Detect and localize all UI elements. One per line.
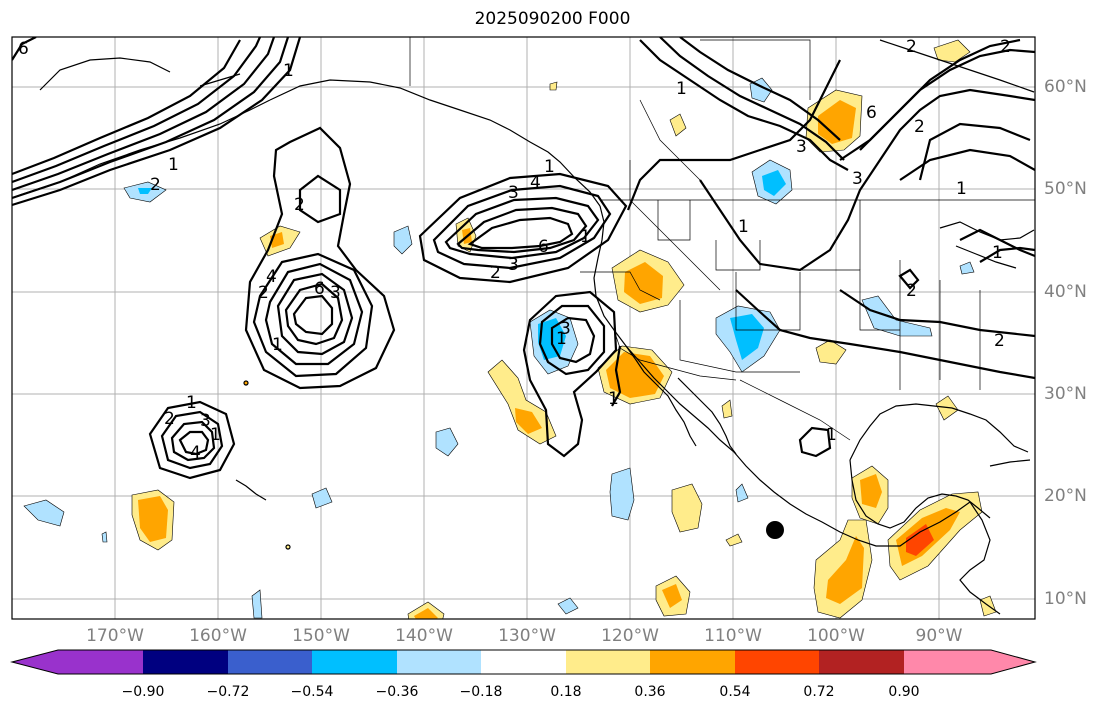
contour-label: 3	[560, 319, 571, 339]
contour-label: 4	[266, 267, 277, 287]
contour-label: 2	[294, 195, 305, 215]
colorbar-tick-label: 0.36	[634, 684, 666, 700]
contour-label: 1	[738, 217, 749, 237]
colorbar-swatch	[819, 650, 904, 674]
contour-label: 2	[258, 283, 269, 303]
colorbar-swatch	[650, 650, 735, 674]
contour-label: 2	[914, 117, 925, 137]
contour-label: 1	[186, 393, 197, 413]
contour-label: 1	[283, 61, 294, 81]
contour-label: 1	[556, 329, 567, 349]
contour-label: 1	[676, 79, 687, 99]
colorbar-tick-label: −0.36	[375, 684, 419, 700]
map-title: 2025090200 F000	[474, 9, 631, 29]
colorbar-swatch	[397, 650, 481, 674]
contour-label: 3	[330, 283, 341, 303]
contour-label: 2	[490, 263, 501, 283]
anomaly-fill	[23, 39, 997, 619]
colorbar-swatch	[481, 650, 566, 674]
contour-label: 4	[190, 443, 201, 463]
contour-label: 2	[150, 175, 161, 195]
colorbar	[10, 649, 1037, 675]
colorbar-tick-label: −0.72	[206, 684, 250, 700]
colorbar-swatch	[228, 650, 312, 674]
contour-label: 2	[906, 37, 917, 57]
contour-label: 3	[508, 255, 519, 275]
longitude-label: 100°W	[807, 626, 865, 646]
latitude-label: 50°N	[1044, 179, 1087, 199]
colorbar-swatch	[312, 650, 397, 674]
colorbar-tick-label: −0.18	[459, 684, 503, 700]
political-borders	[409, 37, 1035, 441]
contour-label: 3	[200, 411, 211, 431]
latitude-label: 10°N	[1044, 589, 1087, 609]
colorbar-tick-label: 0.90	[888, 684, 920, 700]
isolines	[12, 37, 1035, 480]
longitude-label: 110°W	[704, 626, 762, 646]
contour-label: 1	[956, 179, 967, 199]
longitude-label: 130°W	[498, 626, 556, 646]
contour-label: 1	[826, 425, 837, 445]
contour-label: 1	[608, 389, 619, 409]
colorbar-swatch	[904, 650, 1035, 674]
colorbar-tick-label: 0.72	[803, 684, 835, 700]
contour-label: 1	[168, 155, 179, 175]
contour-label: 6	[314, 279, 325, 299]
contour-label: 2	[994, 331, 1005, 351]
lat-lon-grid	[12, 37, 1035, 619]
contour-label: 6	[866, 103, 877, 123]
contour-label: 2	[1000, 37, 1011, 57]
hurricane-center-dot	[766, 521, 784, 539]
contour-label: 3	[796, 137, 807, 157]
colorbar-swatch	[58, 650, 143, 674]
latitude-label: 20°N	[1044, 486, 1087, 506]
colorbar-tick-label: 0.54	[719, 684, 751, 700]
map-frame	[11, 36, 1036, 620]
colorbar-tick-label: −0.90	[121, 684, 165, 700]
contour-label: 4	[530, 173, 541, 193]
contour-label: 1	[580, 227, 591, 247]
longitude-label: 140°W	[395, 626, 453, 646]
colorbar-outline	[10, 649, 1037, 675]
contour-label: 1	[210, 425, 221, 445]
contour-label: 3	[508, 183, 519, 203]
contour-label: 1	[992, 243, 1003, 263]
colorbar-swatch	[12, 650, 58, 674]
contour-labels: 6 1 1 2 2 4 6 3 2 1 1 2 4 4 6 3 2 3 1 1 …	[18, 37, 1011, 463]
contour-label: 2	[906, 281, 917, 301]
longitude-label: 150°W	[292, 626, 350, 646]
contour-label: 1	[544, 157, 555, 177]
colorbar-tick-label: 0.18	[550, 684, 582, 700]
contour-label: 6	[18, 39, 29, 59]
colorbar-swatch	[143, 650, 228, 674]
longitude-label: 170°W	[86, 626, 144, 646]
longitude-label: 160°W	[189, 626, 247, 646]
map-canvas: 6 1 1 2 2 4 6 3 2 1 1 2 4 4 6 3 2 3 1 1 …	[11, 36, 1036, 620]
longitude-label: 90°W	[915, 626, 963, 646]
contour-label: 1	[272, 335, 283, 355]
colorbar-swatch	[735, 650, 819, 674]
latitude-label: 40°N	[1044, 282, 1087, 302]
latitude-label: 30°N	[1044, 384, 1087, 404]
colorbar-tick-label: −0.54	[290, 684, 334, 700]
contour-label: 6	[538, 237, 549, 257]
latitude-label: 60°N	[1044, 77, 1087, 97]
longitude-label: 120°W	[601, 626, 659, 646]
colorbar-swatch	[566, 650, 650, 674]
contour-label: 3	[852, 169, 863, 189]
contour-label: 2	[164, 409, 175, 429]
